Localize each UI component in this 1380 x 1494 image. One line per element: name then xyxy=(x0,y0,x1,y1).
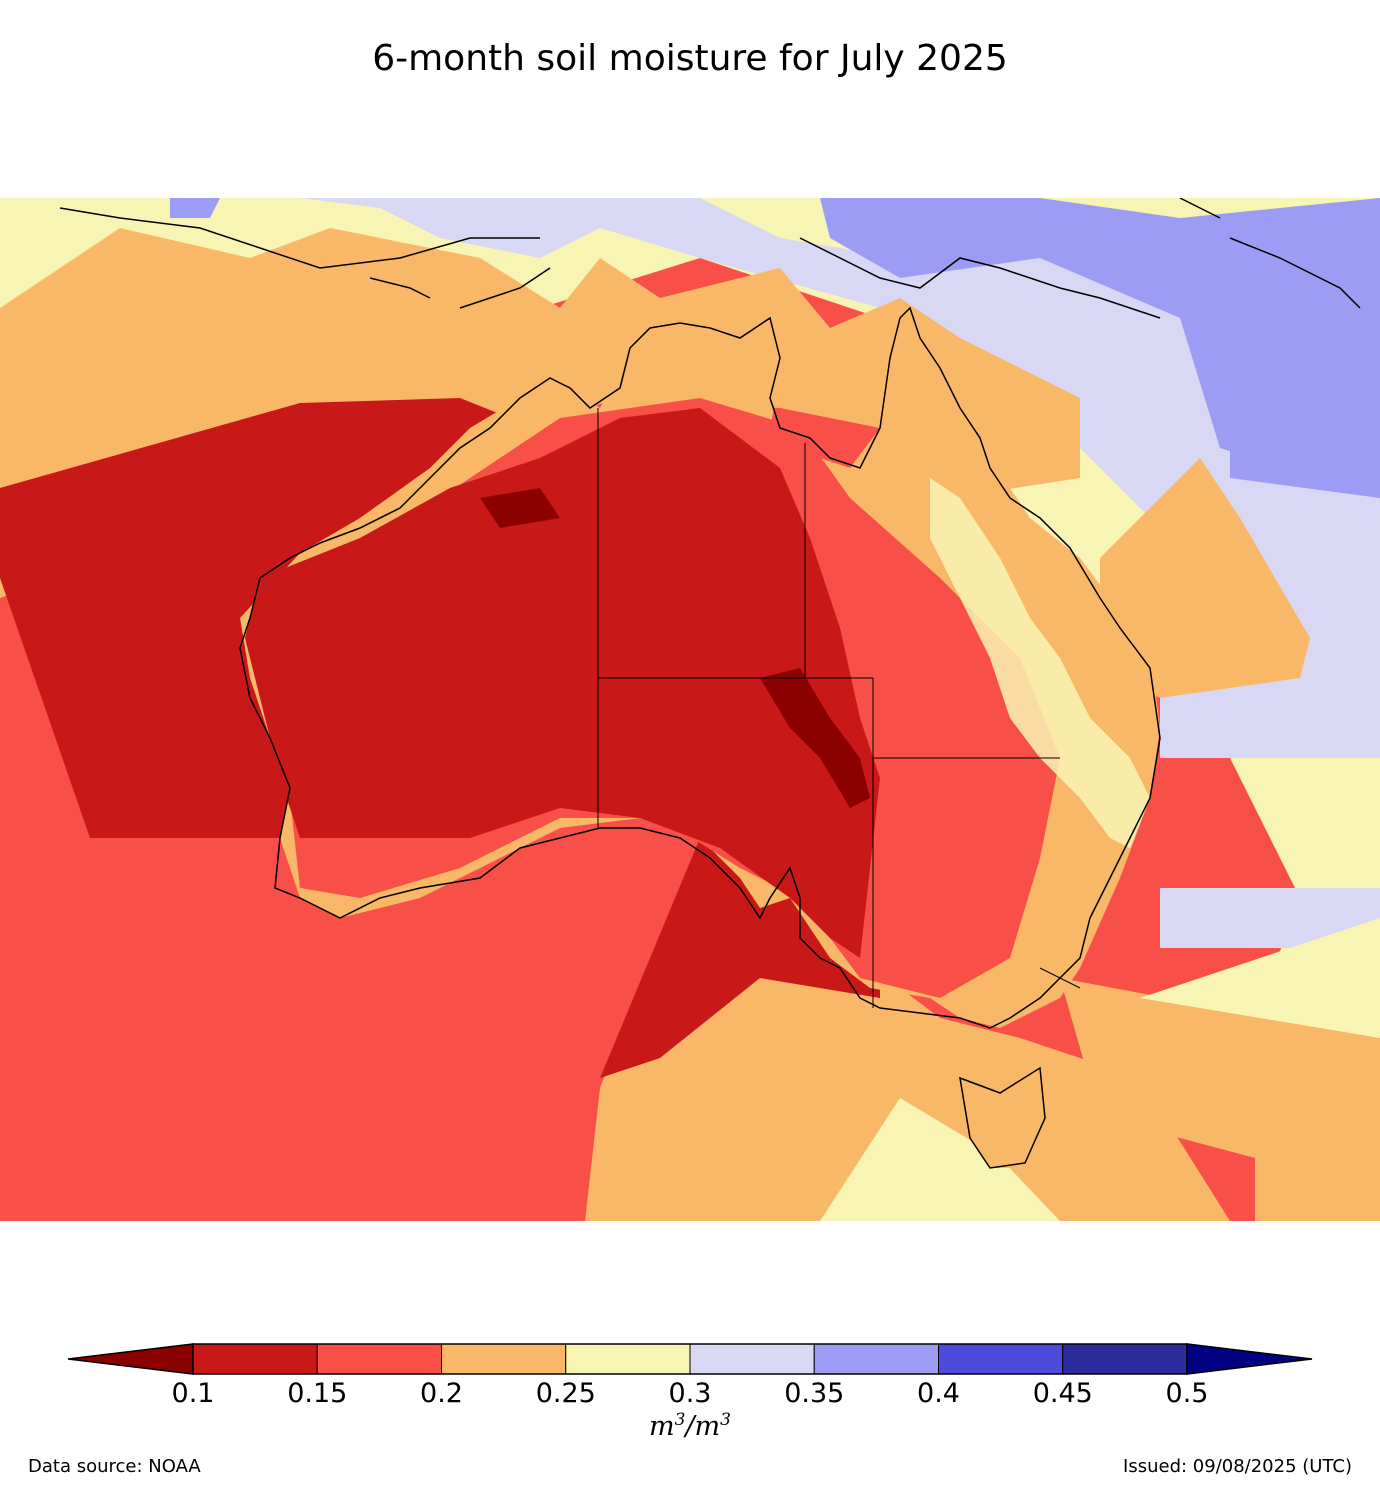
region-australia-dry-core xyxy=(245,408,880,958)
region-tasmania xyxy=(960,1078,1040,1168)
region-orange-east xyxy=(1100,458,1310,698)
coastline xyxy=(59,198,1361,1169)
colorbar-segment xyxy=(813,1343,939,1375)
region-lavender-band-qld xyxy=(1160,888,1380,948)
region-pale-south-corner xyxy=(820,1098,1060,1221)
region-australia-driest xyxy=(760,668,870,808)
colorbar-segment xyxy=(565,1343,691,1375)
region-northeast-blue2 xyxy=(1230,438,1380,498)
colorbar-tick-label: 0.1 xyxy=(171,1378,215,1409)
colorbar-segment xyxy=(441,1343,567,1375)
colorbar xyxy=(67,1343,1313,1375)
issued-date-label: Issued: 09/08/2025 (UTC) xyxy=(1123,1456,1352,1477)
soil-moisture-map xyxy=(0,198,1380,1221)
colorbar-frame xyxy=(192,1343,1188,1375)
colorbar-tick-label: 0.25 xyxy=(535,1378,596,1409)
colorbar-tick-label: 0.5 xyxy=(1165,1378,1209,1409)
colorbar-extend-low xyxy=(67,1343,194,1375)
colorbar-segment xyxy=(689,1343,815,1375)
colorbar-segment xyxy=(192,1343,318,1375)
data-source-label: Data source: NOAA xyxy=(28,1456,201,1477)
region-lavender-band-east xyxy=(1160,678,1380,758)
region-australia-east-pale xyxy=(930,478,1150,848)
region-northeast-blue xyxy=(820,198,1380,498)
region-north-lavender xyxy=(300,198,1380,758)
state-borders xyxy=(597,408,1081,1008)
colorbar-unit: m3/m3 xyxy=(649,1410,731,1442)
colorbar-tick-label: 0.45 xyxy=(1032,1378,1093,1409)
map-title: 6-month soil moisture for July 2025 xyxy=(372,38,1008,79)
region-orange-southeast xyxy=(1060,978,1380,1221)
colorbar-tick-label: 0.4 xyxy=(917,1378,960,1409)
colorbar-segment xyxy=(1062,1343,1188,1375)
region-australia-dry-patch xyxy=(480,488,560,528)
colorbar-tick-label: 0.2 xyxy=(420,1378,463,1409)
region-north-blue-strip xyxy=(170,198,220,218)
colorbar-tick-label: 0.3 xyxy=(668,1378,712,1409)
colorbar-segment xyxy=(938,1343,1064,1375)
colorbar-tick-label: 0.35 xyxy=(784,1378,845,1409)
colorbar-extend-high xyxy=(1186,1343,1313,1375)
colorbar-segment xyxy=(316,1343,442,1375)
region-orange-south xyxy=(585,918,1230,1221)
region-pale-southeast xyxy=(1140,918,1380,1038)
colorbar-tick-label: 0.15 xyxy=(287,1378,348,1409)
